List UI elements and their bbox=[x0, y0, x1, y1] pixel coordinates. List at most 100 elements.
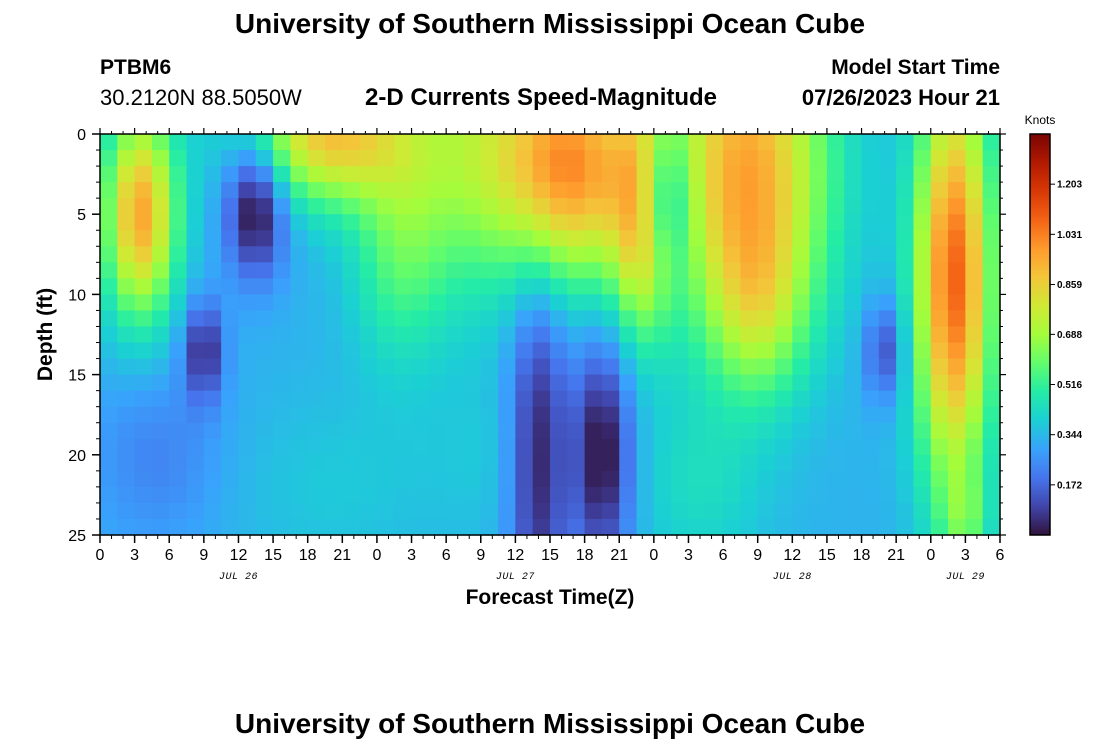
heatmap-cell bbox=[394, 470, 413, 488]
heatmap-cell bbox=[100, 214, 118, 231]
heatmap-cell bbox=[826, 198, 845, 215]
heatmap-cell bbox=[325, 438, 343, 456]
heatmap-cell bbox=[342, 182, 361, 199]
heatmap-cell bbox=[342, 486, 361, 504]
heatmap-cell bbox=[134, 246, 153, 263]
heatmap-cell bbox=[913, 502, 932, 520]
heatmap-cell bbox=[671, 214, 690, 231]
heatmap-cell bbox=[792, 518, 811, 536]
heatmap-cell bbox=[359, 278, 378, 295]
heatmap-cell bbox=[948, 230, 966, 247]
heatmap-cell bbox=[498, 214, 516, 231]
heatmap-cell bbox=[428, 262, 447, 279]
heatmap-cell bbox=[567, 262, 586, 279]
heatmap-cell bbox=[498, 358, 516, 376]
heatmap-cell bbox=[740, 502, 759, 520]
heatmap-cell bbox=[532, 326, 551, 344]
heatmap-cell bbox=[325, 166, 343, 183]
heatmap-cell bbox=[359, 342, 378, 360]
heatmap-cell bbox=[688, 150, 707, 167]
x-tick-label: 12 bbox=[506, 547, 524, 564]
heatmap-cell bbox=[151, 278, 170, 295]
heatmap-cell bbox=[896, 262, 915, 279]
heatmap-cell bbox=[307, 518, 326, 536]
heatmap-cell bbox=[636, 422, 655, 440]
heatmap-cell bbox=[203, 326, 222, 344]
heatmap-cell bbox=[809, 134, 828, 151]
heatmap-cell bbox=[653, 326, 672, 344]
heatmap-cell bbox=[463, 310, 482, 328]
heatmap-cell bbox=[636, 438, 655, 456]
heatmap-cell bbox=[878, 214, 897, 231]
heatmap-cell bbox=[636, 470, 655, 488]
heatmap-cell bbox=[913, 342, 932, 360]
heatmap-cell bbox=[255, 182, 274, 199]
heatmap-cell bbox=[878, 422, 897, 440]
heatmap-cell bbox=[151, 438, 170, 456]
colorbar-tick-label: 0.172 bbox=[1057, 480, 1082, 491]
heatmap-cell bbox=[221, 214, 240, 231]
heatmap-cell bbox=[584, 198, 603, 215]
heatmap-cell bbox=[446, 358, 465, 376]
heatmap-cell bbox=[809, 246, 828, 263]
heatmap-cell bbox=[705, 518, 724, 536]
heatmap-cell bbox=[463, 374, 482, 392]
heatmap-cell bbox=[411, 518, 430, 536]
heatmap-cell bbox=[775, 262, 793, 279]
heatmap-cell bbox=[273, 374, 291, 392]
heatmap-cell bbox=[394, 246, 413, 263]
heatmap-cell bbox=[878, 182, 897, 199]
heatmap-cell bbox=[757, 246, 776, 263]
heatmap-cell bbox=[792, 166, 811, 183]
heatmap-cell bbox=[567, 214, 586, 231]
heatmap-cell bbox=[480, 390, 499, 408]
heatmap-cell bbox=[948, 134, 966, 151]
heatmap-cell bbox=[394, 326, 413, 344]
heatmap-cell bbox=[428, 518, 447, 536]
heatmap-cell bbox=[792, 374, 811, 392]
heatmap-cell bbox=[221, 358, 240, 376]
heatmap-cell bbox=[394, 198, 413, 215]
heatmap-cell bbox=[117, 246, 136, 263]
x-tick-label: 9 bbox=[199, 547, 208, 564]
heatmap-cell bbox=[342, 246, 361, 263]
heatmap-cell bbox=[515, 294, 534, 312]
heatmap-cell bbox=[394, 134, 413, 151]
heatmap-cell bbox=[359, 134, 378, 151]
x-tick-label: 15 bbox=[818, 547, 836, 564]
heatmap-cell bbox=[342, 214, 361, 231]
heatmap-cell bbox=[619, 134, 638, 151]
heatmap-cell bbox=[653, 214, 672, 231]
heatmap-cell bbox=[255, 438, 274, 456]
heatmap-cell bbox=[723, 486, 741, 504]
heatmap-cell bbox=[826, 294, 845, 312]
heatmap-cell bbox=[446, 390, 465, 408]
heatmap-cell bbox=[411, 390, 430, 408]
heatmap-cell bbox=[913, 278, 932, 295]
heatmap-cell bbox=[601, 294, 620, 312]
heatmap-cell bbox=[169, 502, 188, 520]
heatmap-cell bbox=[273, 134, 291, 151]
heatmap-cell bbox=[982, 390, 1001, 408]
heatmap-cell bbox=[394, 438, 413, 456]
axes: 0 5 10 15 20 25 0 3 6 9 12 15 18 21 0 3 6 9 12 15 18 21 0 3 6 9 12… bbox=[68, 127, 1006, 583]
heatmap-cell bbox=[117, 342, 136, 360]
heatmap-cell bbox=[342, 470, 361, 488]
heatmap-cell bbox=[636, 310, 655, 328]
heatmap-cell bbox=[480, 166, 499, 183]
heatmap-cell bbox=[965, 358, 984, 376]
heatmap-cell bbox=[878, 278, 897, 295]
heatmap-cell bbox=[809, 166, 828, 183]
heatmap-cell bbox=[411, 470, 430, 488]
x-tick-label: 21 bbox=[610, 547, 628, 564]
heatmap-cell bbox=[186, 326, 205, 344]
heatmap-cell bbox=[342, 294, 361, 312]
heatmap-cell bbox=[861, 326, 880, 344]
heatmap-cell bbox=[723, 134, 741, 151]
heatmap-cell bbox=[878, 326, 897, 344]
heatmap-cell bbox=[480, 358, 499, 376]
heatmap-cell bbox=[705, 358, 724, 376]
heatmap-cell bbox=[325, 422, 343, 440]
heatmap-cell bbox=[601, 182, 620, 199]
